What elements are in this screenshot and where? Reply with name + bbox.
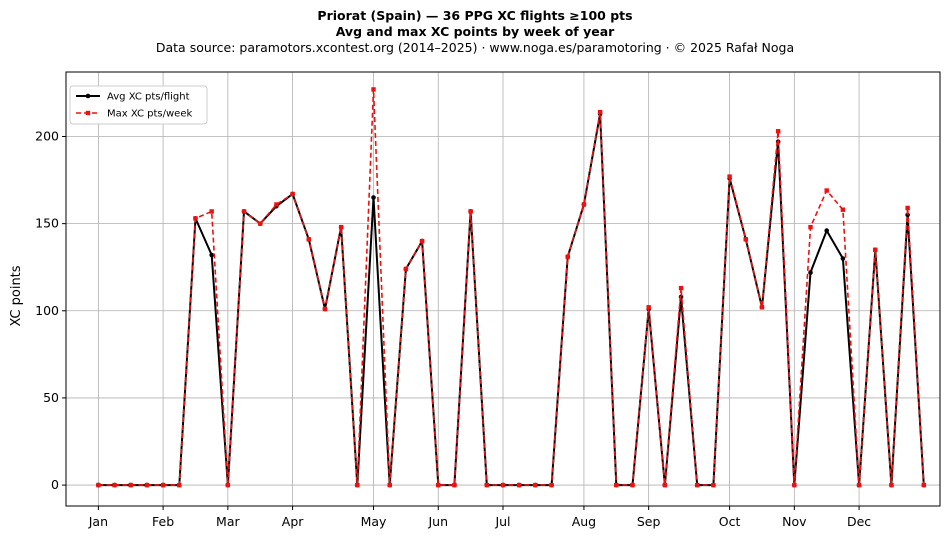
- x-tick-label: Feb: [152, 514, 174, 529]
- data-point: [840, 256, 846, 261]
- data-point: [840, 207, 846, 212]
- y-tick-label: 50: [43, 390, 59, 405]
- legend-label: Max XC pts/week: [107, 109, 192, 120]
- series-layer: [96, 87, 927, 488]
- y-axis-label: XC points: [9, 265, 24, 326]
- data-point: [209, 209, 214, 214]
- data-point: [775, 129, 781, 134]
- data-point: [274, 202, 279, 207]
- x-tick-label: Mar: [216, 514, 240, 529]
- data-point: [290, 191, 295, 197]
- x-tick-label: Jul: [494, 514, 510, 529]
- data-point: [403, 266, 409, 272]
- data-point: [581, 202, 587, 207]
- x-tick-label: Oct: [719, 514, 741, 529]
- data-point: [436, 482, 441, 488]
- data-point: [193, 216, 198, 221]
- data-point: [889, 482, 894, 488]
- data-point: [241, 209, 247, 214]
- data-point: [873, 247, 878, 252]
- series-line: [98, 88, 925, 486]
- data-point: [371, 195, 376, 200]
- data-point: [96, 482, 101, 488]
- x-tick-label: Jun: [427, 514, 448, 529]
- data-point: [484, 482, 490, 488]
- data-point: [468, 209, 473, 214]
- y-tick-label: 0: [51, 477, 59, 492]
- data-point: [322, 306, 328, 312]
- data-point: [338, 224, 344, 230]
- x-tick-label: Aug: [572, 514, 596, 529]
- data-point: [387, 482, 392, 488]
- data-point: [306, 237, 311, 242]
- data-point: [792, 482, 797, 488]
- data-point: [258, 221, 263, 226]
- data-point: [500, 482, 506, 488]
- data-point: [727, 174, 732, 179]
- data-point: [533, 482, 538, 488]
- data-point: [225, 482, 231, 488]
- legend-marker: [85, 93, 91, 99]
- chart-subtitle: Avg and max XC points by week of year: [335, 24, 615, 39]
- data-point: [759, 305, 765, 310]
- series-line: [98, 112, 925, 487]
- data-point: [160, 482, 166, 488]
- legend-marker: [85, 110, 91, 116]
- data-point: [128, 482, 133, 488]
- data-point: [678, 285, 684, 291]
- data-point: [209, 252, 214, 258]
- chart-title: Priorat (Spain) — 36 PPG XC flights ≥100…: [317, 8, 633, 23]
- x-tick-label: Sep: [637, 514, 661, 529]
- x-tick-label: Dec: [847, 514, 871, 529]
- data-point: [711, 482, 716, 488]
- chart-titles: Priorat (Spain) — 36 PPG XC flights ≥100…: [0, 8, 950, 56]
- data-point: [856, 482, 862, 488]
- data-point: [516, 482, 522, 488]
- data-point: [371, 87, 376, 92]
- data-point: [743, 237, 748, 242]
- axes: 0 50 100 150 200 Jan Feb Mar Apr May Jun Jul Aug Sep O…: [35, 128, 871, 529]
- data-point: [144, 482, 150, 488]
- data-point: [921, 482, 927, 488]
- data-point: [452, 482, 457, 488]
- x-tick-label: Nov: [782, 514, 807, 529]
- data-point: [565, 254, 570, 259]
- data-point: [549, 482, 554, 488]
- y-tick-label: 150: [35, 216, 59, 231]
- data-point: [695, 482, 700, 488]
- data-point: [824, 188, 829, 193]
- x-tick-label: May: [361, 514, 387, 529]
- data-point: [630, 482, 635, 488]
- data-point: [614, 482, 619, 488]
- data-point: [808, 224, 813, 230]
- data-point: [905, 205, 910, 211]
- data-point: [646, 305, 651, 310]
- data-point: [824, 228, 830, 233]
- series-max: [96, 87, 927, 488]
- series-avg: [96, 111, 927, 488]
- y-tick-label: 100: [35, 303, 59, 318]
- chart-source: Data source: paramotors.xcontest.org (20…: [155, 40, 795, 55]
- data-point: [177, 482, 182, 488]
- legend: Avg XC pts/flight Max XC pts/week: [69, 85, 208, 125]
- x-tick-label: Apr: [282, 514, 304, 529]
- x-tick-label: Jan: [88, 514, 108, 529]
- data-point: [355, 482, 360, 488]
- data-point: [112, 482, 117, 488]
- data-point: [419, 238, 425, 244]
- data-point: [808, 270, 813, 275]
- data-point: [662, 482, 668, 488]
- legend-label: Avg XC pts/flight: [107, 92, 190, 103]
- data-point: [597, 109, 603, 115]
- legend-box: [69, 85, 208, 125]
- y-tick-label: 200: [35, 128, 59, 143]
